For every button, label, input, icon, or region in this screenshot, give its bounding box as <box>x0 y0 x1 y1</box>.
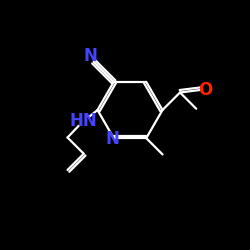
Text: N: N <box>106 130 120 148</box>
Text: HN: HN <box>70 112 98 130</box>
Text: O: O <box>198 80 212 98</box>
Text: N: N <box>84 47 98 65</box>
